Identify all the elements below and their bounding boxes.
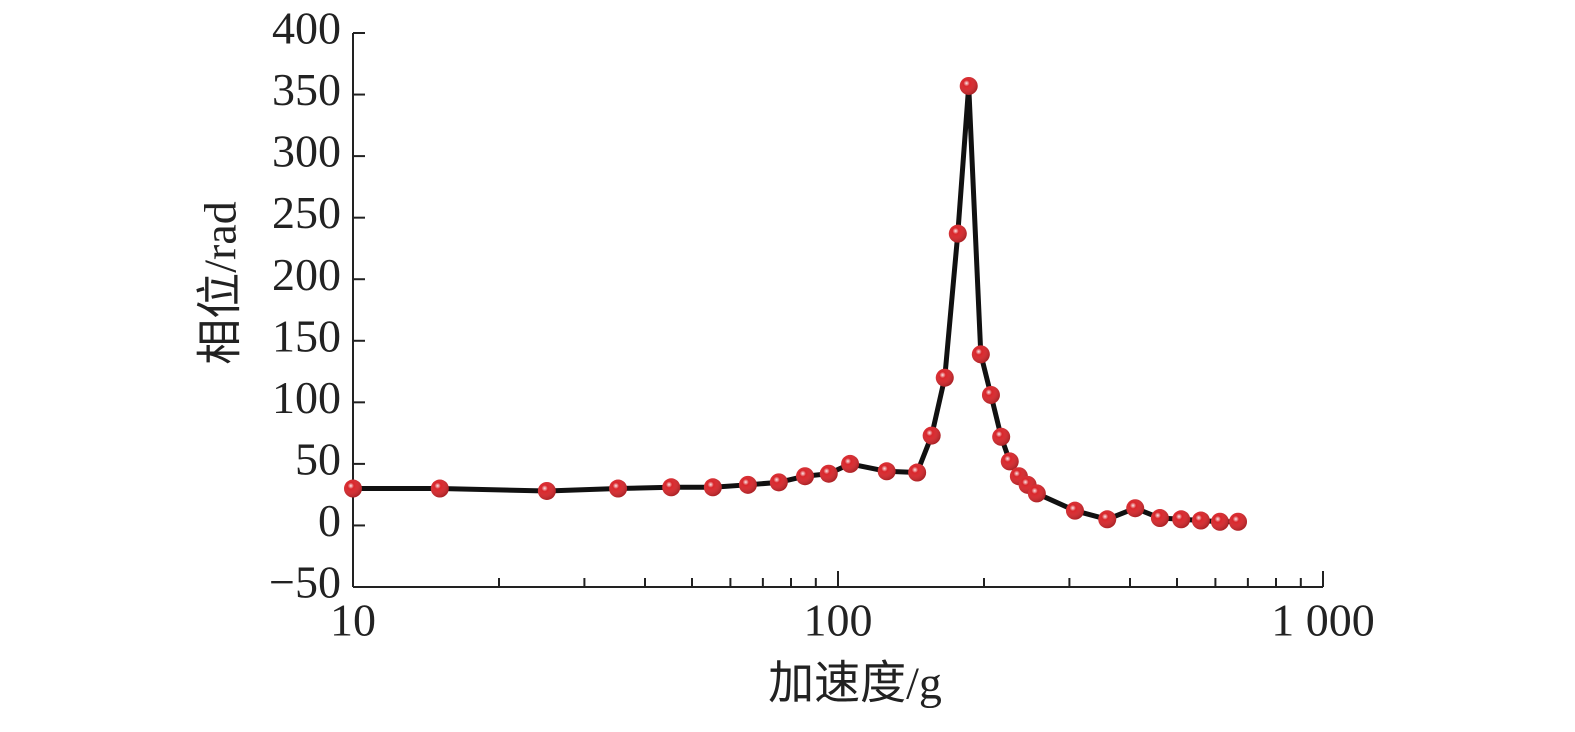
point-shine [819,464,838,483]
data-line [353,83,1239,525]
point-shine [796,467,815,486]
x-axis-label: 加速度/g [768,658,942,709]
y-axis-label: 相位/rad [195,201,246,365]
y-tick-label: 400 [272,3,341,54]
y-tick-label: 300 [272,126,341,177]
point-shine [908,463,927,482]
point-shine [1229,512,1248,531]
point-shine [1027,484,1046,503]
point-shine [841,454,860,473]
point-shine [971,345,990,364]
point-shine [769,473,788,492]
point-shine [959,76,978,95]
point-shine [1065,501,1084,520]
point-shine [344,479,362,498]
point-shine [877,462,896,481]
point-shine [703,478,722,497]
point-shine [1150,509,1169,528]
point-shine [948,224,967,243]
point-shine [992,427,1011,446]
y-tick-label: 150 [272,310,341,361]
y-tick-label: 50 [295,433,341,484]
x-tick-label: 1 000 [1271,595,1375,646]
point-shine [1191,511,1210,530]
point-shine [430,479,449,498]
point-shine [1000,452,1019,471]
point-shine [662,478,681,497]
point-shine [1172,510,1191,529]
point-shine [981,385,1000,404]
point-shine [922,426,941,445]
y-tick-label: 350 [272,64,341,115]
y-tick-label: −50 [269,557,341,608]
x-tick-label: 100 [804,595,873,646]
point-shine [935,368,954,387]
x-tick-label: 10 [330,595,376,646]
point-shine [1126,499,1145,518]
point-shine [1098,510,1117,529]
point-shine [537,481,556,500]
y-tick-label: 200 [272,249,341,300]
y-tick-label: 100 [272,372,341,423]
point-shine [738,475,757,494]
point-shine [1210,512,1229,531]
y-tick-label: 250 [272,187,341,238]
point-shine [609,479,628,498]
y-tick-label: 0 [318,495,341,546]
